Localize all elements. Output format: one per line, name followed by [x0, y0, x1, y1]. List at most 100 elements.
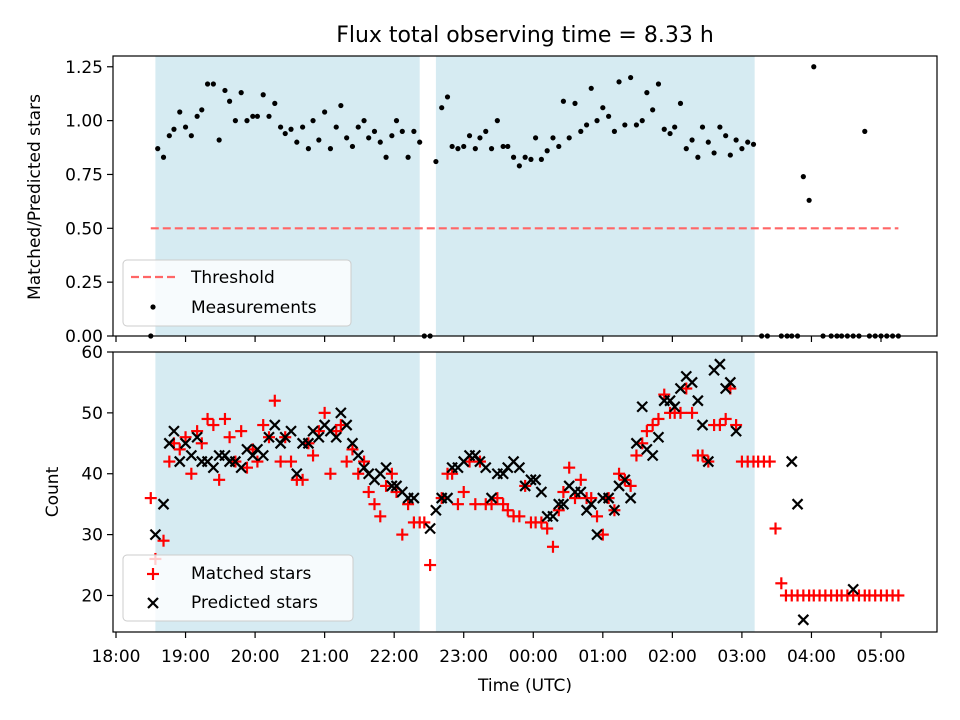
matched-stars-point-23	[274, 455, 287, 468]
measurements-point-24	[282, 130, 288, 137]
measurements-point-35	[344, 135, 350, 141]
predicted-stars-point-36	[352, 449, 365, 462]
matched-stars-point-86	[630, 449, 643, 462]
matched-stars-point-33	[330, 425, 343, 438]
threshold-legend-label: Threshold	[190, 268, 275, 288]
measurements-point-76	[572, 100, 578, 106]
x-tick-label: 00:00	[509, 647, 558, 667]
predicted-stars-point-35	[346, 437, 359, 450]
matched-stars-point-90	[652, 412, 665, 425]
predicted-stars-point-76	[585, 498, 598, 510]
matched-stars-point-45	[396, 528, 409, 541]
predicted-stars-point-20	[263, 431, 275, 443]
matched-stars-point-73	[557, 486, 570, 498]
measurements-point-61	[488, 146, 495, 152]
measurements-point-54	[449, 143, 455, 150]
measurements-point-23	[277, 124, 284, 130]
matched-stars-point-34	[334, 419, 347, 432]
x-tick-label: 23:00	[439, 647, 488, 667]
matched-stars-point-56	[463, 455, 476, 468]
measurements-point-46	[405, 154, 411, 160]
x-tick-label: 20:00	[231, 647, 280, 667]
predicted-stars-point-104	[791, 498, 804, 510]
predicted-stars-point-70	[552, 498, 565, 510]
top-panel-measurements	[148, 64, 901, 339]
measurements-point-106	[739, 146, 745, 152]
measurements-point-79	[588, 85, 594, 91]
predicted-stars-point-88	[652, 431, 665, 443]
matched-stars-point-46	[402, 498, 415, 511]
matched-stars-point-104	[730, 419, 743, 432]
top-panel-legend-box	[122, 259, 352, 327]
measurements-point-40	[371, 128, 378, 134]
measurements-point-7	[188, 133, 194, 139]
measurements-point-84	[616, 79, 622, 85]
measurements-point-31	[322, 109, 328, 115]
matched-stars-point-60	[485, 498, 498, 511]
matched-stars-point-16	[235, 425, 248, 438]
measurements-point-66	[516, 163, 522, 169]
measurements-point-41	[377, 139, 383, 145]
y-tick-label: 50	[81, 404, 103, 424]
top-panel: 0.00 0.25 0.50 0.75 1.00 1.25 Matched/Predict…	[25, 55, 938, 347]
measurements-point-3	[166, 133, 172, 139]
matched-stars-point-62	[497, 498, 510, 511]
measurements-point-25	[288, 126, 294, 132]
matched-stars-point-65	[513, 510, 526, 523]
measurements-point-17	[244, 118, 250, 124]
measurements-legend-label: Measurements	[191, 298, 317, 318]
measurements-point-59	[477, 135, 483, 141]
top-panel-y-axis-label: Matched/Predicted stars	[25, 94, 45, 300]
measurements-point-55	[455, 146, 461, 152]
matched-stars-point-96	[686, 406, 699, 419]
shaded-interval-2	[435, 56, 755, 336]
measurements-point-30	[316, 137, 322, 143]
matched-stars-point-25	[285, 455, 298, 468]
matched-stars-point-19	[251, 455, 264, 468]
measurements-point-108	[750, 141, 757, 147]
predicted-stars-point-105	[797, 614, 810, 626]
measurements-point-58	[472, 146, 478, 152]
predicted-stars-point-87	[646, 449, 659, 462]
matched-stars-point-69	[535, 516, 548, 529]
measurements-point-21	[266, 113, 272, 119]
bottom-panel-legend-box	[122, 554, 354, 622]
measurements-point-93	[667, 130, 673, 137]
measurements-point-18	[250, 113, 256, 119]
measurements-point-77	[578, 128, 584, 134]
matched-stars-point-89	[646, 419, 659, 432]
predicted-stars-point-57	[479, 461, 492, 474]
measurements-point-33	[333, 124, 339, 130]
matched-stars-point-35	[340, 455, 353, 468]
measurements-point-44	[393, 118, 400, 124]
y-tick-label: 60	[81, 343, 103, 363]
predicted-stars-point-25	[291, 467, 303, 480]
y-tick-label: 0.25	[65, 273, 103, 293]
measurements-point-43	[389, 133, 395, 139]
measurements-point-107	[745, 139, 751, 145]
measurements-point-85	[622, 122, 628, 128]
measurements-point-97	[689, 137, 695, 143]
measurements-point-39	[366, 135, 372, 141]
bottom-panel-y-axis-label: Count	[43, 466, 63, 517]
x-tick-label: 01:00	[578, 647, 627, 667]
matched-stars-point-94	[674, 406, 687, 419]
measurements-point-117	[811, 64, 817, 70]
measurements-point-62	[494, 118, 500, 124]
matched-stars-point-53	[446, 467, 459, 480]
measurements-point-82	[606, 113, 612, 119]
x-tick-label: 22:00	[370, 647, 419, 667]
matched-stars-point-110	[763, 455, 776, 468]
measurements-point-12	[216, 137, 222, 143]
matched-stars-point-22	[268, 394, 281, 407]
measurements-point-19	[254, 113, 261, 119]
measurements-point-8	[194, 113, 200, 119]
predicted-stars-point-0	[149, 528, 162, 541]
x-tick-label: 19:00	[161, 647, 210, 667]
predicted-stars-point-29	[313, 431, 325, 443]
measurements-point-67	[522, 154, 528, 160]
measurements-point-32	[327, 146, 334, 152]
predicted-stars-point-50	[441, 492, 454, 504]
x-tick-label: 21:00	[300, 647, 349, 667]
